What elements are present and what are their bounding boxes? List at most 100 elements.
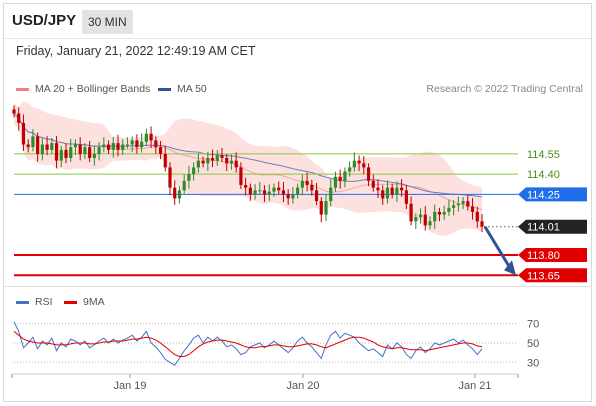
- support-tag: [518, 268, 587, 283]
- candle-body: [12, 109, 16, 114]
- legend-rsi: RSI: [16, 296, 53, 308]
- candle-body: [433, 211, 437, 222]
- candle-body: [234, 160, 238, 168]
- candle-body: [395, 187, 399, 195]
- candle-body: [177, 190, 182, 199]
- candle-body: [154, 140, 158, 148]
- x-tick-label: Jan 21: [458, 380, 491, 392]
- candle-body: [409, 203, 413, 222]
- bollinger-band: [14, 101, 482, 237]
- candle-body: [314, 190, 319, 202]
- candle-body: [272, 187, 276, 192]
- candle-body: [400, 187, 404, 191]
- header-divider: [4, 38, 591, 39]
- candle-body: [229, 160, 234, 164]
- legend-9ma-label: 9MA: [83, 296, 105, 308]
- candle-body: [92, 153, 96, 158]
- candle-body: [480, 221, 484, 227]
- candle-body: [305, 180, 309, 185]
- candle-body: [428, 221, 432, 226]
- candle-body: [163, 153, 167, 168]
- candle-body: [187, 174, 191, 181]
- ma9-swatch: [64, 300, 77, 304]
- candle-body: [45, 144, 49, 150]
- candle-body: [385, 187, 390, 199]
- rsi-9ma-line: [13, 331, 483, 357]
- candle-body: [324, 201, 328, 215]
- candle-body: [348, 167, 352, 172]
- candle-body: [130, 140, 134, 145]
- legend-bollinger: MA 20 + Bollinger Bands: [16, 83, 150, 95]
- candle-body: [225, 157, 229, 164]
- candle-body: [50, 143, 54, 150]
- legend-ma50: MA 50: [158, 83, 207, 95]
- candle-body: [296, 187, 300, 195]
- rsi-tick-label: 70: [527, 319, 539, 331]
- support-label: 113.80: [527, 250, 560, 262]
- candle-body: [40, 144, 44, 154]
- candle-body: [239, 167, 243, 185]
- candle-body: [102, 144, 106, 148]
- candle-body: [158, 147, 163, 154]
- candle-body: [329, 187, 333, 202]
- candle-body: [36, 136, 40, 154]
- candle-body: [414, 217, 418, 222]
- candle-body: [21, 122, 26, 145]
- candle-body: [173, 187, 177, 199]
- candle-body: [437, 211, 442, 215]
- candle-body: [69, 147, 73, 158]
- candle-body: [196, 160, 200, 168]
- candle-body: [442, 211, 446, 215]
- candle-body: [26, 144, 30, 148]
- candle-body: [262, 190, 267, 195]
- candle-body: [267, 191, 271, 195]
- candle-body: [366, 167, 371, 181]
- candle-body: [310, 184, 314, 191]
- candle-body: [253, 190, 257, 195]
- candle-body: [201, 160, 205, 164]
- timeframe-button[interactable]: 30 MIN: [82, 10, 133, 34]
- bollinger-swatch: [16, 87, 29, 91]
- candle-body: [192, 167, 196, 175]
- candle-body: [31, 136, 35, 148]
- candle-body: [83, 147, 87, 154]
- resistance-label: 114.40: [527, 169, 560, 181]
- candle-body: [357, 160, 361, 164]
- legend-9ma: 9MA: [64, 296, 105, 308]
- legend-bollinger-label: MA 20 + Bollinger Bands: [35, 83, 151, 95]
- candle-body: [116, 143, 120, 150]
- ma50-swatch: [158, 87, 171, 91]
- candle-body: [452, 205, 456, 208]
- candle-body: [338, 176, 342, 181]
- candle-body: [88, 147, 92, 158]
- candle-body: [78, 144, 82, 154]
- credit-text: Research © 2022 Trading Central: [426, 83, 583, 95]
- legend-rsi-label: RSI: [35, 296, 53, 308]
- candle-body: [54, 143, 59, 161]
- candle-body: [277, 187, 281, 191]
- resistance-label: 114.55: [527, 149, 560, 161]
- x-tick-label: Jan 19: [113, 380, 146, 392]
- rsi-tick-label: 30: [527, 357, 539, 369]
- candle-body: [333, 176, 338, 188]
- candle-body: [466, 201, 470, 207]
- candle-body: [73, 144, 78, 148]
- rsi-swatch: [16, 300, 29, 304]
- candle-body: [97, 147, 101, 154]
- candle-body: [456, 203, 460, 206]
- candle-body: [64, 149, 68, 158]
- candle-body: [300, 180, 304, 188]
- support-label: 113.65: [527, 270, 560, 282]
- panel-separator: [4, 286, 591, 287]
- candle-body: [144, 133, 148, 142]
- candle-body: [376, 187, 380, 191]
- candle-body: [244, 184, 248, 188]
- candle-body: [447, 207, 451, 212]
- current-price-tag: [518, 219, 587, 234]
- x-tick-label: Jan 20: [286, 380, 319, 392]
- pivot-tag: [518, 187, 587, 202]
- candle-body: [140, 141, 144, 148]
- candle-body: [418, 214, 423, 218]
- candle-body: [390, 187, 394, 195]
